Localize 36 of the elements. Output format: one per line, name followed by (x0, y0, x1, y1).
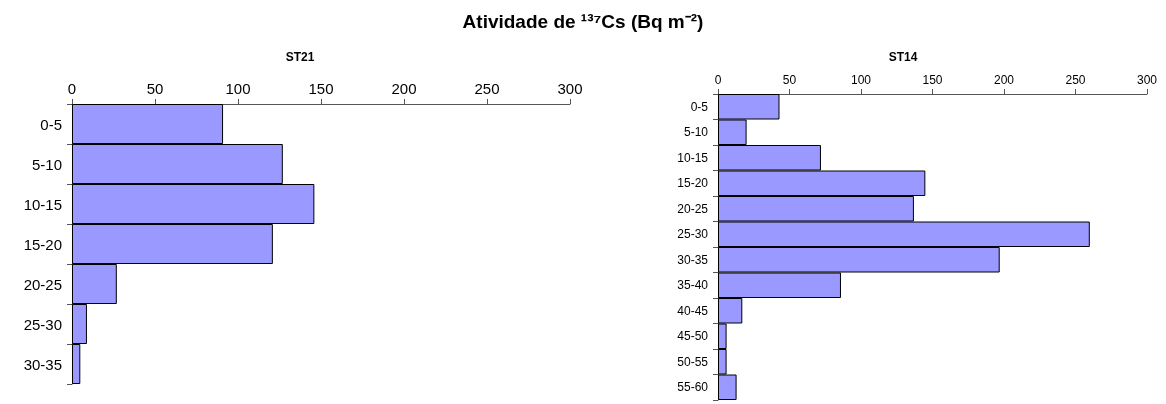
y-tick-label: 30-35 (677, 252, 709, 267)
x-tick-label: 250 (474, 80, 500, 97)
y-tick-label: 30-35 (23, 355, 62, 373)
y-tick-label: 55-60 (677, 380, 709, 395)
chart-title: ST21 (285, 50, 315, 64)
chart-title: ST14 (888, 50, 918, 64)
x-tick-label: 100 (225, 80, 251, 97)
y-tick-label: 10-15 (23, 195, 62, 213)
x-tick-label: 0 (714, 73, 722, 87)
y-tick-label: 25-30 (677, 227, 709, 242)
text: Atividade de ¹³⁷Cs (Bq m⁻²) (461, 10, 705, 34)
y-tick-label: 5-10 (683, 125, 709, 140)
x-tick-label: 300 (1136, 73, 1158, 87)
x-tick-label: 150 (922, 73, 943, 87)
x-tick-label: 0 (67, 80, 77, 97)
y-tick-label: 5-10 (31, 155, 62, 173)
y-tick-label: 35-40 (677, 278, 709, 293)
y-tick-label: 25-30 (23, 315, 62, 333)
x-tick-label: 200 (391, 80, 417, 97)
y-tick-label: 15-20 (23, 235, 62, 253)
x-tick-label: 50 (146, 80, 164, 97)
y-tick-label: 15-20 (677, 176, 709, 191)
y-tick-label: 20-25 (23, 275, 62, 293)
x-tick-label: 300 (557, 80, 583, 97)
y-tick-label: 0-5 (690, 99, 709, 114)
x-tick-label: 200 (993, 73, 1015, 87)
x-tick-label: 150 (308, 80, 334, 97)
y-tick-label: 0-5 (40, 115, 62, 133)
y-tick-label: 40-45 (677, 303, 709, 318)
x-tick-label: 250 (1065, 73, 1086, 87)
y-tick-label: 45-50 (677, 329, 709, 344)
y-tick-label: 10-15 (677, 150, 709, 165)
y-tick-label: 50-55 (677, 354, 709, 369)
y-tick-label: 20-25 (677, 201, 709, 216)
x-tick-label: 100 (850, 73, 872, 87)
x-tick-label: 50 (782, 73, 797, 87)
